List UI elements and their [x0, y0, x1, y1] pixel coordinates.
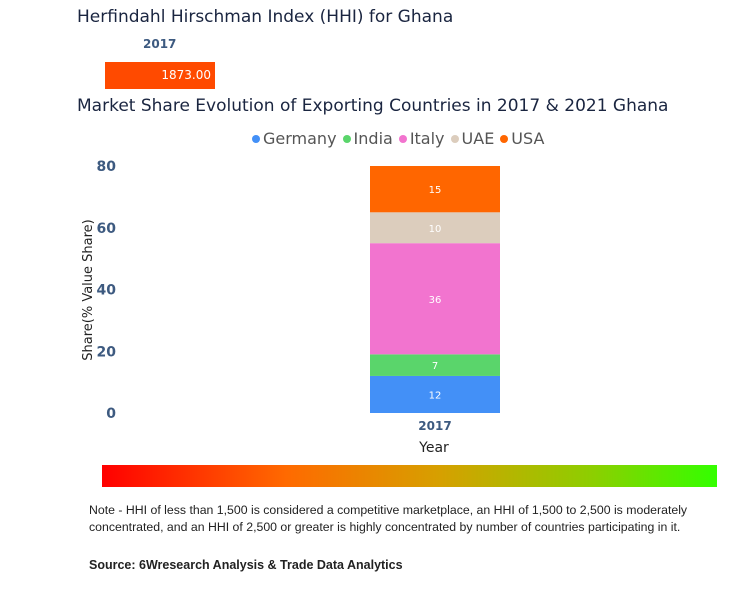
note-text: Note - HHI of less than 1,500 is conside… — [89, 503, 688, 534]
bar-data-label: 10 — [429, 224, 442, 235]
bar-data-label: 7 — [432, 361, 438, 372]
bar-segment-germany[interactable] — [370, 375, 500, 413]
y-tick-label: 80 — [97, 159, 117, 175]
bar-data-label: 15 — [429, 185, 442, 196]
source-text: Source: 6Wresearch Analysis & Trade Data… — [89, 558, 403, 572]
y-tick-label: 60 — [97, 221, 117, 237]
bar-segment-usa[interactable] — [370, 166, 500, 213]
legend-dot-icon — [398, 134, 407, 143]
legend-dot-icon — [252, 134, 260, 143]
y-tick-label: 20 — [97, 344, 117, 360]
y-tick-label: 40 — [97, 283, 117, 299]
y-axis-label: Share(% Value Share) — [81, 219, 96, 361]
legend-label: Italy — [409, 129, 445, 148]
hhi-year-label: 2017 — [143, 37, 177, 51]
x-axis-label: Year — [418, 440, 449, 456]
legend-dot-icon — [342, 134, 351, 143]
bar-data-label: 36 — [429, 295, 442, 306]
legend-dot-icon — [450, 134, 459, 143]
legend-item-india[interactable]: India — [342, 129, 393, 148]
chart-legend: Germany India Italy UAE USA — [252, 129, 544, 148]
bar-segment-india[interactable] — [370, 354, 500, 376]
legend-label: USA — [511, 129, 545, 148]
hhi-title: Herfindahl Hirschman Index (HHI) for Gha… — [77, 7, 454, 27]
legend-item-uae[interactable]: UAE — [450, 129, 495, 148]
legend-item-italy[interactable]: Italy — [398, 129, 445, 148]
hhi-gradient-scale — [102, 465, 717, 487]
legend-label: India — [353, 129, 393, 148]
bar-segment-uae[interactable] — [370, 212, 500, 244]
legend-item-germany[interactable]: Germany — [252, 129, 337, 148]
stacked-bar-chart: Share(% Value Share) 0 20 40 60 80 12 7 36 10 15… — [81, 159, 500, 456]
y-tick-label: 0 — [106, 406, 116, 422]
legend-item-usa[interactable]: USA — [500, 129, 544, 148]
hhi-value-bar: 1873.00 — [105, 62, 215, 89]
legend-label: Germany — [263, 129, 337, 148]
bar-data-label: 12 — [429, 390, 442, 401]
legend-dot-icon — [500, 134, 509, 143]
bar-segment-italy[interactable] — [370, 243, 500, 355]
x-tick-label: 2017 — [418, 419, 451, 433]
chart-title: Market Share Evolution of Exporting Coun… — [77, 96, 669, 116]
legend-label: UAE — [461, 129, 495, 148]
